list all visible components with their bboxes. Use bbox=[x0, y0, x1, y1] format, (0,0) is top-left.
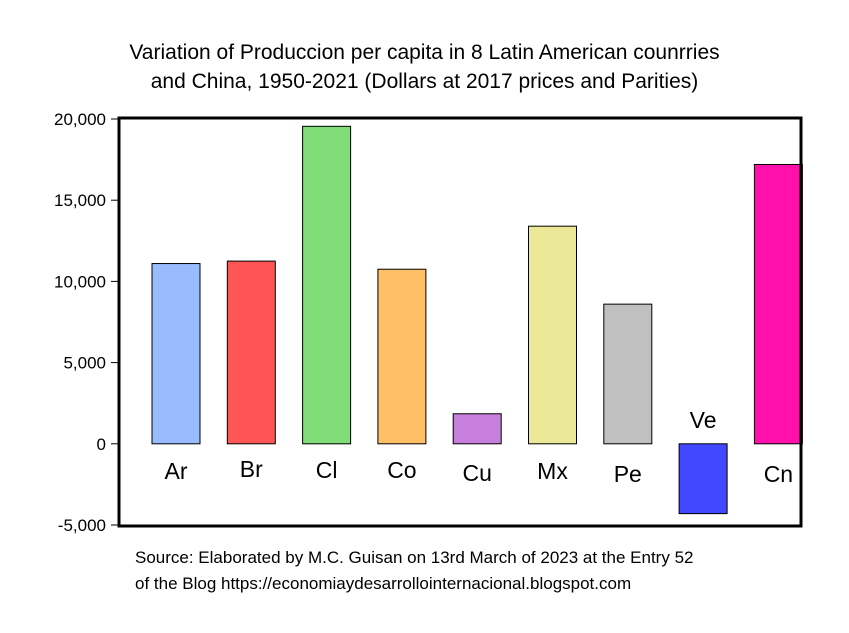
category-label-br: Br bbox=[240, 456, 263, 482]
category-label-cu: Cu bbox=[462, 460, 491, 486]
source-note: Source: Elaborated by M.C. Guisan on 13r… bbox=[135, 545, 693, 597]
plot-frame bbox=[117, 116, 803, 528]
category-labels: Ar Br Cl Co Cu Mx Pe Ve Cn bbox=[165, 407, 794, 487]
bars bbox=[151, 125, 803, 515]
bar-cn bbox=[753, 163, 803, 445]
y-tick-label: 15,000 bbox=[54, 191, 106, 210]
category-label-mx: Mx bbox=[537, 458, 568, 484]
bar-cu bbox=[452, 413, 502, 445]
bar-pe bbox=[603, 303, 653, 445]
y-tick-label: 5,000 bbox=[63, 354, 106, 373]
source-line-1: Source: Elaborated by M.C. Guisan on 13r… bbox=[135, 548, 694, 567]
source-line-2: of the Blog https://economiaydesarrolloi… bbox=[135, 574, 632, 593]
category-label-ve: Ve bbox=[690, 407, 717, 433]
category-label-cn: Cn bbox=[764, 461, 793, 487]
bar-ar bbox=[151, 263, 201, 445]
y-tick-label: 0 bbox=[97, 435, 106, 454]
chart-title-line-2: and China, 1950-2021 (Dollars at 2017 pr… bbox=[150, 70, 699, 93]
bar-mx bbox=[528, 225, 577, 445]
category-label-pe: Pe bbox=[614, 461, 642, 487]
category-label-co: Co bbox=[387, 457, 416, 483]
chart-title-line-1: Variation of Produccion per capita in 8 … bbox=[129, 41, 720, 64]
y-tick-label: 20,000 bbox=[54, 110, 106, 129]
bar-ve bbox=[678, 443, 728, 515]
category-label-cl: Cl bbox=[316, 457, 338, 483]
chart-title: Variation of Produccion per capita in 8 … bbox=[0, 38, 849, 96]
bar-cl bbox=[302, 125, 352, 445]
y-axis: 20,000 15,000 10,000 5,000 0 -5,000 bbox=[54, 110, 119, 535]
y-tick-label: 10,000 bbox=[54, 272, 106, 291]
y-tick-label: -5,000 bbox=[58, 516, 106, 535]
bar-co bbox=[377, 268, 427, 445]
category-label-ar: Ar bbox=[165, 458, 188, 484]
bar-br bbox=[226, 260, 276, 445]
